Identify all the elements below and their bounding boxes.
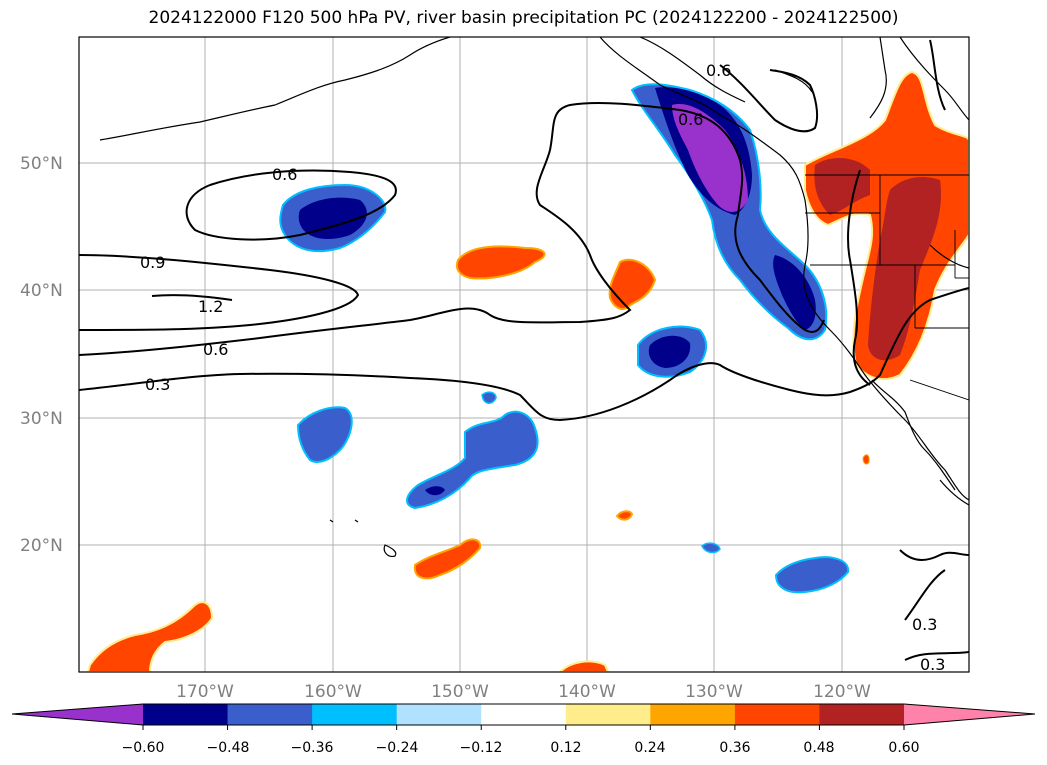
contour-label: 0.9 (140, 253, 165, 272)
contour-label: 1.2 (198, 297, 223, 316)
colorbar-tick-label: 0.60 (888, 740, 919, 756)
colorbar-cell (819, 704, 905, 725)
colorbar-tick-label: −0.60 (122, 740, 165, 756)
colorbar-tick-label: 0.36 (719, 740, 750, 756)
colorbar-cell (481, 704, 567, 725)
lat-label: 30°N (20, 409, 63, 429)
colorbar-tick-label: −0.24 (376, 740, 419, 756)
colorbar-tick-label: −0.48 (207, 740, 250, 756)
contour-labels: 0.6 0.9 1.2 0.6 0.3 0.6 0.3 0.3 0.6 (140, 61, 945, 674)
contour-label: 0.6 (272, 165, 297, 184)
lon-label: 140°W (558, 682, 616, 702)
colorbar-cell (396, 704, 482, 725)
colorbar-extend-high (904, 704, 1035, 725)
contour-label: 0.6 (706, 61, 731, 80)
colorbar-tick-label: 0.48 (803, 740, 834, 756)
lat-label: 50°N (20, 154, 63, 174)
borders (805, 174, 969, 401)
longitude-labels: 170°W 160°W 150°W 140°W 130°W 120°W (176, 682, 871, 702)
colorbar-cell (565, 704, 651, 725)
lat-label: 20°N (20, 536, 63, 556)
negative-precip-regions (279, 83, 850, 594)
pv-contours (79, 39, 969, 661)
map-frame (78, 36, 970, 673)
page-title: 2024122000 F120 500 hPa PV, river basin … (148, 8, 899, 28)
colorbar-tick-label: 0.12 (550, 740, 581, 756)
colorbar-cell (143, 704, 229, 725)
colorbar-extend-low (12, 704, 143, 725)
lat-label: 40°N (20, 281, 63, 301)
lon-label: 120°W (813, 682, 871, 702)
colorbar-tick-label: 0.24 (634, 740, 665, 756)
colorbar: −0.60 −0.48 −0.36 −0.24 −0.12 0.12 0.24 … (11, 703, 1036, 756)
lon-label: 130°W (685, 682, 743, 702)
colorbar-tick-label: −0.36 (291, 740, 334, 756)
positive-precip-regions (86, 70, 969, 672)
colorbar-tick-label: −0.12 (460, 740, 503, 756)
lon-label: 160°W (304, 682, 362, 702)
latitude-labels: 50°N 40°N 30°N 20°N (20, 154, 63, 556)
colorbar-cell (734, 704, 820, 725)
lon-label: 150°W (431, 682, 489, 702)
colorbar-cell (227, 704, 313, 725)
colorbar-cell (312, 704, 398, 725)
contour-label: 0.6 (203, 340, 228, 359)
contour-label: 0.3 (912, 615, 937, 634)
colorbar-cell (650, 704, 736, 725)
contour-label: 0.3 (920, 655, 945, 674)
contour-label: 0.6 (678, 110, 703, 129)
contour-label: 0.3 (145, 375, 170, 394)
lon-label: 170°W (176, 682, 234, 702)
